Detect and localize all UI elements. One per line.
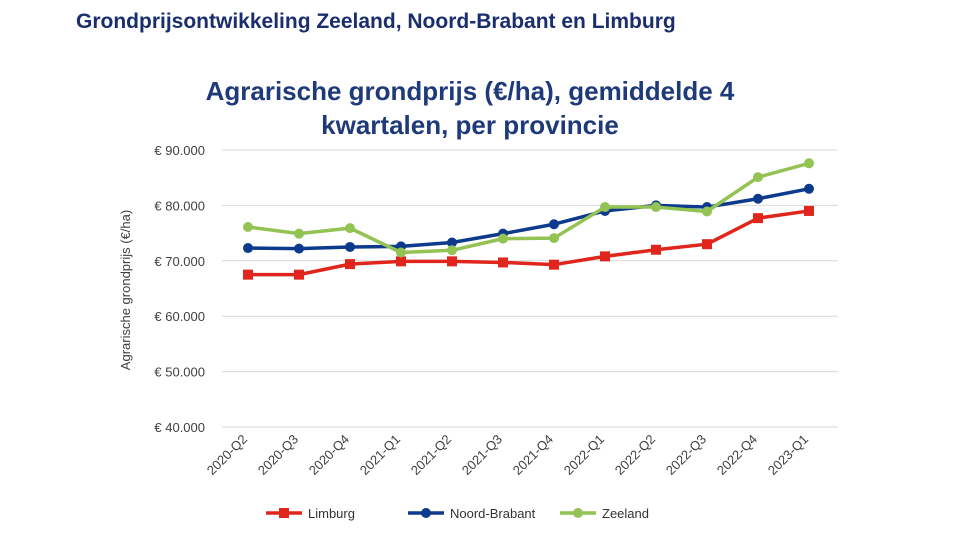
- y-tick-label: € 80.000: [154, 198, 205, 213]
- data-point-noord-brabant: [549, 219, 559, 230]
- data-point-noord-brabant: [447, 237, 457, 248]
- data-point-limburg: [651, 244, 661, 255]
- x-tick-label: 2022-Q1: [561, 432, 607, 478]
- y-tick-label: € 50.000: [154, 365, 205, 380]
- data-point-zeeland: [753, 172, 763, 183]
- x-tick-label: 2021-Q4: [510, 432, 556, 478]
- data-point-noord-brabant: [753, 193, 763, 204]
- legend-label: Limburg: [308, 506, 355, 521]
- data-point-limburg: [549, 259, 559, 270]
- page-heading: Grondprijsontwikkeling Zeeland, Noord-Br…: [76, 10, 676, 33]
- series-limburg: [243, 205, 814, 280]
- x-tick-label: 2022-Q2: [612, 432, 658, 478]
- legend-item-limburg: Limburg: [266, 506, 355, 521]
- series-noord-brabant: [243, 183, 814, 254]
- data-point-zeeland: [345, 223, 355, 234]
- legend-label: Zeeland: [602, 506, 649, 521]
- data-point-noord-brabant: [345, 241, 355, 252]
- legend-label: Noord-Brabant: [450, 506, 536, 521]
- y-tick-label: € 60.000: [154, 309, 205, 324]
- data-point-zeeland: [447, 245, 457, 256]
- data-point-limburg: [243, 269, 253, 280]
- legend: Limburg Noord-Brabant Zeeland: [266, 506, 649, 521]
- x-tick-label: 2021-Q2: [408, 432, 454, 478]
- x-tick-label: 2020-Q4: [306, 432, 352, 478]
- data-point-zeeland: [294, 228, 304, 239]
- data-point-zeeland: [804, 158, 814, 169]
- data-point-limburg: [294, 269, 304, 280]
- x-tick-label: 2020-Q2: [204, 432, 250, 478]
- data-point-limburg: [396, 256, 406, 267]
- legend-item-noord-brabant: Noord-Brabant: [408, 506, 536, 521]
- x-tick-label: 2023-Q1: [765, 432, 811, 478]
- data-point-noord-brabant: [294, 243, 304, 254]
- series-line-zeeland: [247, 161, 810, 255]
- data-point-zeeland: [600, 202, 610, 213]
- data-point-limburg: [498, 257, 508, 268]
- data-point-noord-brabant: [243, 243, 253, 254]
- series-zeeland: [243, 158, 814, 258]
- x-tick-label: 2022-Q4: [714, 432, 760, 478]
- y-tick-label: € 90.000: [154, 143, 205, 158]
- data-point-limburg: [753, 213, 763, 224]
- y-axis-ticks: € 40.000 € 50.000 € 60.000 € 70.000 € 80.000…: [154, 143, 205, 435]
- data-point-zeeland: [549, 233, 559, 244]
- chart-title-line-1: Agrarische grondprijs (€/ha), gemiddelde…: [205, 76, 735, 106]
- x-tick-label: 2021-Q1: [357, 432, 403, 478]
- x-tick-label: 2021-Q3: [459, 432, 505, 478]
- series-layer: [243, 158, 814, 280]
- legend-marker-circle: [421, 508, 431, 518]
- y-axis-label: Agrarische grondprijs (€/ha): [118, 210, 133, 370]
- legend-item-zeeland: Zeeland: [560, 506, 649, 521]
- data-point-noord-brabant: [804, 183, 814, 194]
- data-point-limburg: [702, 239, 712, 250]
- x-tick-label: 2022-Q3: [663, 432, 709, 478]
- data-point-limburg: [447, 256, 457, 267]
- y-tick-label: € 40.000: [154, 420, 205, 435]
- legend-marker-square: [279, 508, 289, 518]
- series-line-limburg: [248, 209, 810, 277]
- chart-title: Agrarische grondprijs (€/ha), gemiddelde…: [150, 74, 790, 142]
- data-point-zeeland: [396, 247, 406, 258]
- data-point-zeeland: [498, 233, 508, 244]
- legend-marker-circle: [573, 508, 583, 518]
- data-point-zeeland: [702, 206, 712, 217]
- x-axis-ticks: 2020-Q2 2020-Q3 2020-Q4 2021-Q1 2021-Q2 2021-…: [204, 432, 811, 478]
- chart-title-line-2: kwartalen, per provincie: [321, 110, 619, 140]
- y-tick-label: € 70.000: [154, 254, 205, 269]
- data-point-limburg: [804, 205, 814, 216]
- data-point-zeeland: [243, 222, 253, 233]
- grid-lines: [222, 149, 838, 428]
- data-point-limburg: [345, 259, 355, 270]
- data-point-limburg: [600, 251, 610, 262]
- x-tick-label: 2020-Q3: [255, 432, 301, 478]
- data-point-zeeland: [651, 202, 661, 213]
